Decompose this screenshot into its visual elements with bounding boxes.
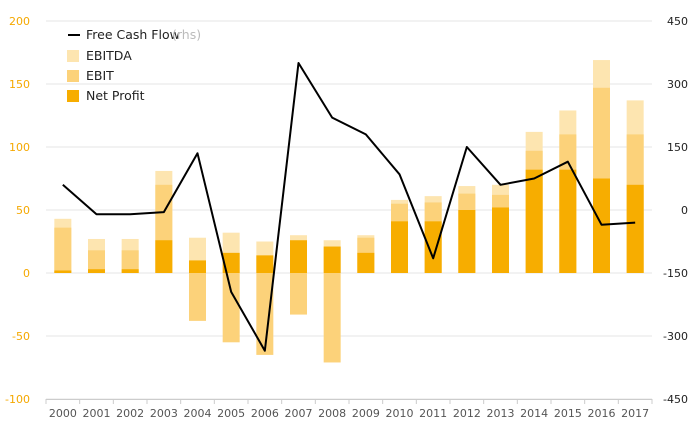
y-axis-left-tick-label: 100 xyxy=(9,141,30,154)
bar-net-profit-2012 xyxy=(458,210,476,273)
y-axis-left-tick-label: 150 xyxy=(9,78,30,91)
bar-ebit-2008 xyxy=(323,273,341,363)
bar-net-profit-2000 xyxy=(54,270,72,273)
bar-net-profit-2010 xyxy=(391,221,408,273)
x-axis-tick-label-2008: 2008 xyxy=(318,407,346,420)
y-axis-left-tick-label: -50 xyxy=(12,330,30,343)
axes: 200 150 100 50 0 -50 -100 450 300 150 0 -150 -300 -45… xyxy=(5,15,688,420)
y-axis-right-tick-label: 0 xyxy=(681,204,688,217)
bar-net-profit-2014 xyxy=(525,169,543,273)
bar-net-profit-2002 xyxy=(121,269,139,273)
bar-net-profit-2013 xyxy=(492,207,509,273)
y-axis-left-tick-label: 200 xyxy=(9,15,30,28)
y-axis-right-tick-label: 150 xyxy=(667,141,688,154)
bar-ebit-2006 xyxy=(256,273,274,355)
y-axis-left-tick-label: -100 xyxy=(5,393,30,406)
x-axis-tick-label-2016: 2016 xyxy=(588,407,616,420)
x-axis-tick-label-2007: 2007 xyxy=(285,407,313,420)
x-axis-tick-label-2003: 2003 xyxy=(150,407,178,420)
bar-net-profit-2006 xyxy=(256,255,274,273)
bar-net-profit-2015 xyxy=(559,169,577,273)
bar-net-profit-2004 xyxy=(189,260,206,273)
bar-net-profit-2017 xyxy=(626,184,644,273)
x-axis-tick-label-2017: 2017 xyxy=(621,407,649,420)
y-axis-left-tick-label: 0 xyxy=(23,267,30,280)
x-axis-tick-label-2010: 2010 xyxy=(386,407,414,420)
bar-net-profit-2011 xyxy=(424,221,442,273)
x-axis-tick-label-2011: 2011 xyxy=(419,407,447,420)
bar-ebit-2005 xyxy=(222,273,240,343)
bar-net-profit-2009 xyxy=(357,252,375,273)
legend-net-profit-label: Net Profit xyxy=(86,88,145,103)
bar-net-profit-2016 xyxy=(593,178,610,273)
bar-net-profit-2008 xyxy=(323,246,341,273)
bar-net-profit-2007 xyxy=(290,240,307,273)
bar-ebit-2001 xyxy=(88,250,105,273)
legend: Free Cash Flow (rhs) EBITDA EBIT Net Pro… xyxy=(67,27,201,103)
x-axis-tick-label-2012: 2012 xyxy=(453,407,481,420)
x-axis-tick-label-2002: 2002 xyxy=(116,407,144,420)
legend-ebitda-label: EBITDA xyxy=(86,48,132,63)
legend-net-profit-swatch xyxy=(67,90,79,102)
bar-ebit-2000 xyxy=(54,227,72,273)
y-axis-right-tick-label: -150 xyxy=(663,267,688,280)
x-axis-tick-label-2015: 2015 xyxy=(554,407,582,420)
y-axis-right-tick-label: -300 xyxy=(663,330,688,343)
y-axis-right-tick-label: 450 xyxy=(667,15,688,28)
free-cash-flow-line xyxy=(62,62,636,352)
legend-ebitda-swatch xyxy=(67,50,79,62)
free-cash-flow-line-group xyxy=(62,62,636,352)
y-axis-left-tick-label: 50 xyxy=(16,204,30,217)
y-axis-right-tick-label: -450 xyxy=(663,393,688,406)
legend-ebit-label: EBIT xyxy=(86,68,114,83)
bar-net-profit-2003 xyxy=(155,240,173,273)
x-axis-tick-label-2006: 2006 xyxy=(251,407,279,420)
bar-net-profit-2001 xyxy=(88,269,105,273)
legend-fcf-note: (rhs) xyxy=(172,27,201,42)
bar-ebit-2007 xyxy=(290,273,307,315)
bar-ebit-2002 xyxy=(121,250,139,273)
x-axis-tick-label-2004: 2004 xyxy=(184,407,212,420)
bars xyxy=(54,60,644,363)
x-axis-tick-label-2014: 2014 xyxy=(520,407,548,420)
x-axis-tick-label-2005: 2005 xyxy=(217,407,245,420)
x-axis-tick-label-2000: 2000 xyxy=(49,407,77,420)
x-axis-tick-label-2001: 2001 xyxy=(83,407,111,420)
bar-ebit-2004 xyxy=(189,273,206,321)
y-axis-right-tick-label: 300 xyxy=(667,78,688,91)
bar-net-profit-2005 xyxy=(222,252,240,273)
legend-ebit-swatch xyxy=(67,70,79,82)
x-axis-tick-label-2013: 2013 xyxy=(487,407,515,420)
x-axis-tick-label-2009: 2009 xyxy=(352,407,380,420)
legend-fcf-label: Free Cash Flow xyxy=(86,27,180,42)
